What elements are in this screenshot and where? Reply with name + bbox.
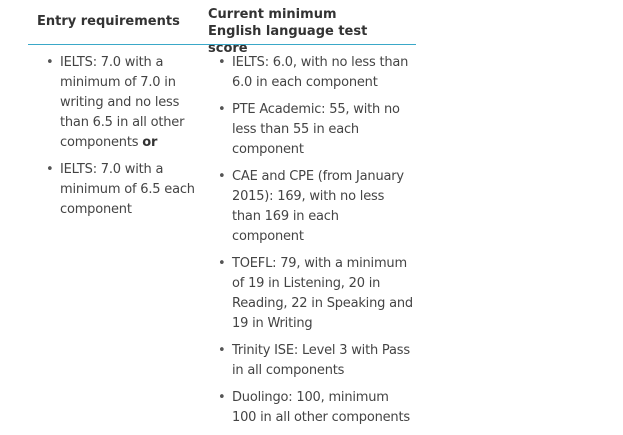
- item-text: IELTS: 7.0 with a minimum of 7.0 in writ…: [60, 55, 185, 150]
- header-minimum-score: Current minimum English language test sc…: [208, 7, 368, 56]
- entry-requirements-list: IELTS: 7.0 with a minimum of 7.0 in writ…: [46, 53, 196, 227]
- list-item: Trinity ISE: Level 3 with Pass in all co…: [218, 341, 413, 381]
- list-item: Duolingo: 100, minimum 100 in all other …: [218, 388, 413, 428]
- list-item: IELTS: 6.0, with no less than 6.0 in eac…: [218, 53, 413, 93]
- list-item: CAE and CPE (from January 2015): 169, wi…: [218, 167, 413, 247]
- list-item: IELTS: 7.0 with a minimum of 7.0 in writ…: [46, 53, 196, 153]
- list-item: PTE Academic: 55, with no less than 55 i…: [218, 100, 413, 160]
- header-divider: [28, 44, 416, 45]
- header-entry-requirements: Entry requirements: [37, 14, 180, 29]
- item-text: IELTS: 7.0 with a minimum of 6.5 each co…: [60, 162, 195, 217]
- list-item: TOEFL: 79, with a minimum of 19 in Liste…: [218, 254, 413, 334]
- score-list: IELTS: 6.0, with no less than 6.0 in eac…: [218, 53, 413, 435]
- item-conjunction: or: [142, 135, 158, 150]
- list-item: IELTS: 7.0 with a minimum of 6.5 each co…: [46, 160, 196, 220]
